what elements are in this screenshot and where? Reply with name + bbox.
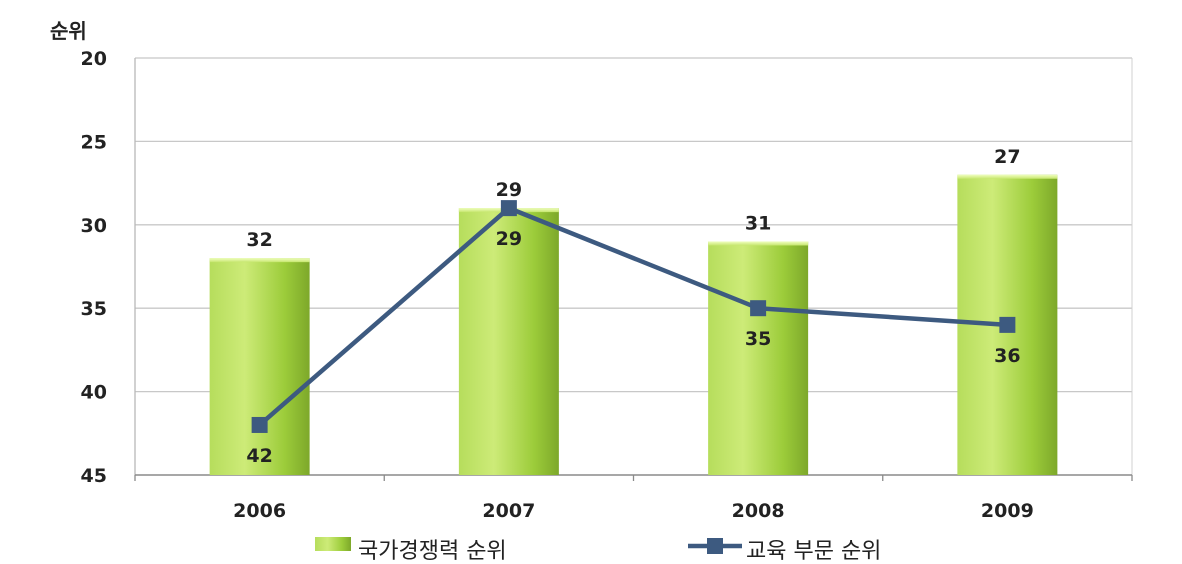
y-axis-label: 순위	[50, 19, 87, 43]
y-tick-label: 30	[81, 215, 107, 237]
y-tick-label: 20	[81, 48, 107, 70]
bar-data-label: 29	[496, 179, 522, 201]
y-tick-label: 40	[81, 382, 107, 404]
legend-label: 교육 부문 순위	[746, 539, 881, 560]
data-labels: 32 29 31 27 42 29 35 36	[246, 146, 1020, 467]
x-tick-label: 2007	[482, 500, 535, 522]
x-tick-label: 2006	[233, 500, 286, 522]
line-data-label: 42	[246, 445, 272, 467]
line-marker	[251, 416, 268, 433]
legend-swatch-marker	[707, 538, 723, 554]
bar-data-label: 31	[745, 212, 771, 234]
bar-top-highlight	[957, 174, 1058, 179]
legend: 국가경쟁력 순위 교육 부문 순위	[315, 537, 881, 564]
x-tick-label: 2009	[981, 500, 1034, 522]
x-tick-label: 2008	[732, 500, 785, 522]
bar-data-label: 32	[246, 229, 272, 251]
line-data-label: 35	[745, 328, 771, 350]
legend-label: 국가경쟁력 순위	[358, 539, 507, 560]
axes: 20 25 30 35 40 45 2006 2007 2008 2009 순위	[50, 19, 1133, 522]
line-marker	[999, 316, 1016, 333]
line-series	[251, 200, 1016, 433]
line-path	[258, 205, 1008, 427]
bar	[209, 258, 310, 475]
bar	[458, 208, 559, 475]
line-data-label: 29	[496, 228, 522, 250]
line-marker	[750, 300, 767, 317]
legend-swatch-bar	[315, 537, 351, 551]
bar	[708, 241, 809, 475]
line-data-label: 36	[994, 345, 1020, 367]
bar-series	[209, 174, 1058, 475]
y-tick-label: 25	[81, 131, 107, 153]
line-marker	[500, 200, 517, 217]
y-tick-label: 35	[81, 298, 107, 320]
bar-top-highlight	[708, 241, 809, 246]
bar-top-highlight	[209, 258, 310, 263]
bar-data-label: 27	[994, 146, 1020, 168]
y-tick-label: 45	[81, 465, 107, 487]
